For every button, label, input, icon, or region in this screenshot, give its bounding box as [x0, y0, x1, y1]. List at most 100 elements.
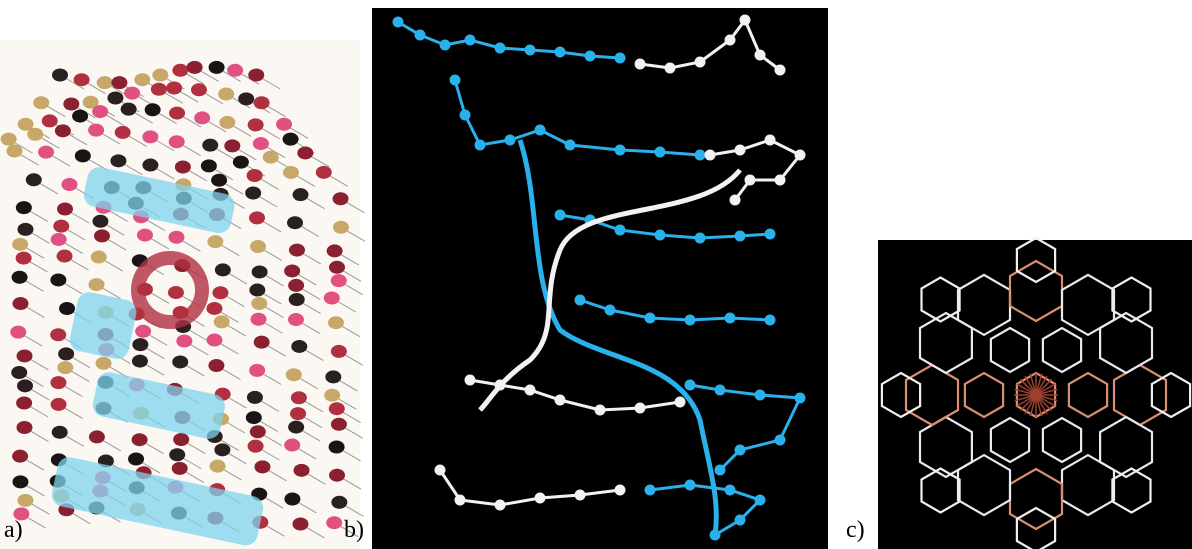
atom [12, 237, 29, 251]
atom [150, 82, 167, 96]
atom [774, 64, 786, 76]
panel-b-background [372, 8, 828, 549]
framework-ring [918, 415, 973, 479]
atom [27, 127, 44, 141]
atom [284, 264, 301, 278]
atom [276, 117, 293, 131]
atom [82, 95, 99, 109]
atom [238, 92, 255, 106]
atom [247, 118, 264, 132]
atom [16, 349, 33, 363]
atom [714, 384, 726, 396]
atom [52, 68, 69, 82]
center-bond [1035, 394, 1058, 402]
atom [12, 449, 29, 463]
framework-ring [920, 276, 961, 323]
atom [330, 417, 347, 431]
framework-ring [1015, 236, 1057, 284]
atom [504, 134, 516, 146]
atom [17, 222, 34, 236]
atom [92, 105, 109, 119]
atom [190, 83, 207, 97]
center-bond [1014, 388, 1037, 396]
atom [774, 174, 786, 186]
atom [53, 219, 70, 233]
center-bond [1014, 394, 1037, 402]
atom [292, 517, 309, 531]
atom [218, 87, 235, 101]
atom [288, 420, 305, 434]
atom [644, 484, 656, 496]
atom [328, 402, 345, 416]
atom [654, 229, 666, 241]
atom [135, 324, 152, 338]
center-bond [1035, 378, 1053, 396]
atom [16, 396, 33, 410]
atom [734, 144, 746, 156]
atom [88, 278, 105, 292]
center-bond [1035, 394, 1048, 415]
atom [774, 434, 786, 446]
center-bond [1035, 394, 1056, 407]
atom [326, 516, 343, 530]
atom [414, 29, 426, 41]
backbone [517, 139, 719, 536]
atom [554, 394, 566, 406]
atom [174, 160, 191, 174]
atom [169, 448, 186, 462]
framework-ring [1041, 326, 1083, 374]
atom [120, 102, 137, 116]
atom [51, 425, 68, 439]
atom [59, 302, 76, 316]
atom [58, 347, 75, 361]
atom [282, 165, 299, 179]
atom [56, 202, 73, 216]
backbone [478, 168, 742, 412]
atom [111, 76, 128, 90]
atom [252, 137, 269, 151]
atom [594, 404, 606, 416]
atom [684, 479, 696, 491]
atom [211, 173, 228, 187]
atom [332, 220, 349, 234]
atom [614, 144, 626, 156]
atom [249, 211, 266, 225]
atom [794, 392, 806, 404]
atom [734, 444, 746, 456]
base-slab [92, 372, 225, 439]
framework-ring [1111, 467, 1152, 514]
base-slab [83, 167, 235, 234]
panel-label: c) [846, 517, 865, 543]
framework-ring [880, 371, 922, 419]
atom [209, 459, 226, 473]
atom [57, 361, 74, 375]
atom [739, 14, 751, 26]
atom [172, 63, 189, 77]
atom [72, 109, 89, 123]
atom [50, 328, 67, 342]
atom [245, 411, 262, 425]
atom [324, 388, 341, 402]
atom [25, 173, 42, 187]
atom [206, 333, 223, 347]
atom [329, 260, 346, 274]
panel-label: a) [4, 517, 23, 543]
center-bond [1035, 375, 1048, 396]
atom [326, 244, 343, 258]
base-slab [51, 457, 264, 546]
atom [287, 313, 304, 327]
center-bond [1024, 375, 1037, 396]
atom [13, 507, 30, 521]
atom [88, 430, 105, 444]
atom [166, 81, 183, 95]
atom [291, 339, 308, 353]
atom [142, 130, 159, 144]
atom [219, 115, 236, 129]
atom [534, 124, 546, 136]
atom [88, 123, 105, 137]
atom [96, 76, 113, 90]
atom [63, 97, 80, 111]
atom [614, 52, 626, 64]
atom [614, 224, 626, 236]
